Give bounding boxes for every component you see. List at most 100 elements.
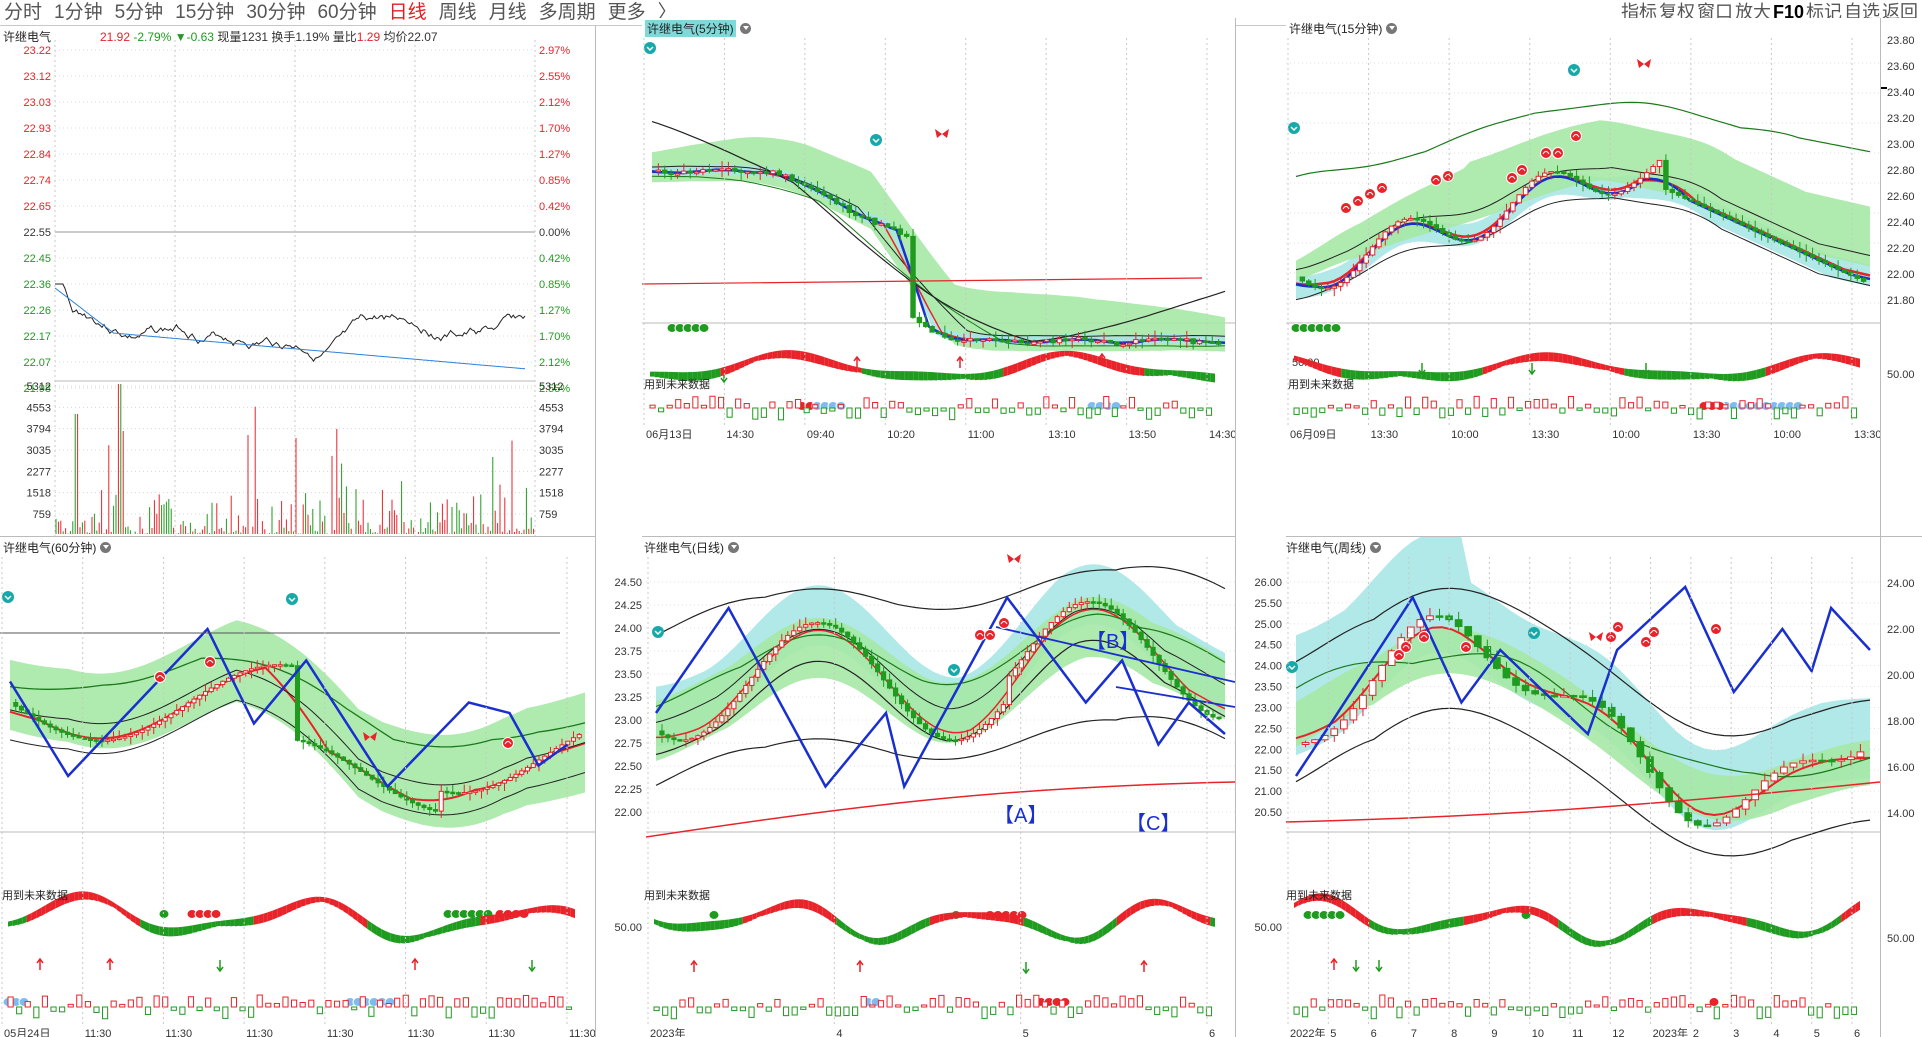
- vol-tick-r: 1518: [539, 488, 563, 500]
- kline-body: [732, 168, 738, 172]
- tab-0[interactable]: 分时: [4, 2, 43, 23]
- hist-bar: [700, 404, 707, 409]
- m15-panel[interactable]: 23.6023.4023.2023.0022.8022.6022.4022.20…: [1286, 18, 1880, 537]
- hist-bar: [713, 1003, 721, 1008]
- kline-body: [1048, 621, 1054, 630]
- osc-ribbon-seg: [1004, 913, 1010, 923]
- hist-bar: [1076, 1006, 1083, 1014]
- price-tick: 23.03: [23, 97, 51, 109]
- kline-body: [821, 190, 827, 196]
- kline-body: [1435, 615, 1444, 618]
- osc-ribbon-seg: [800, 351, 806, 361]
- kline-body: [695, 735, 701, 739]
- tab-2[interactable]: 5分钟: [114, 2, 164, 23]
- osc-ribbon-seg: [1116, 361, 1121, 373]
- kline-body: [1060, 611, 1066, 618]
- weekly-panel[interactable]: 26.00 25.50 25.00 24.50 24.00 23.50 23.00 22.50…: [1236, 537, 1880, 1037]
- osc-ribbon-seg: [1402, 928, 1408, 935]
- tab-8[interactable]: 月线: [488, 2, 527, 23]
- kline-body: [986, 338, 993, 341]
- tab-4[interactable]: 30分钟: [246, 2, 306, 23]
- m60-dropdown-icon[interactable]: [100, 542, 112, 553]
- tool-7[interactable]: 返回: [1882, 2, 1918, 22]
- osc-ribbon-seg: [1690, 371, 1695, 380]
- osc-ribbon-seg: [1449, 371, 1455, 382]
- osc-ribbon-seg: [1163, 369, 1168, 376]
- tab-11[interactable]: 〉: [657, 2, 677, 23]
- tab-10[interactable]: 更多: [607, 2, 646, 23]
- hist-bar: [786, 401, 793, 409]
- tool-4[interactable]: F10: [1772, 2, 1804, 22]
- kline-body: [151, 723, 157, 728]
- hist-bar: [1610, 1006, 1617, 1012]
- tab-3[interactable]: 15分钟: [175, 2, 235, 23]
- kline-body: [1752, 227, 1758, 232]
- tab-7[interactable]: 周线: [438, 2, 477, 23]
- x-label: 4: [836, 1028, 842, 1037]
- m60-chart: 05月24日 11:30 11:30 11:30 11:30 11:30 11:30 11:3…: [0, 557, 595, 1037]
- m15-dropdown-icon[interactable]: [1386, 23, 1398, 34]
- vol-tick-r: 5312: [539, 381, 563, 393]
- osc-ribbon-seg: [126, 910, 131, 921]
- tool-2[interactable]: 窗口: [1696, 2, 1733, 22]
- kline-body: [725, 168, 732, 171]
- osc-ribbon-seg: [1647, 370, 1653, 380]
- tool-6[interactable]: 自选: [1844, 2, 1880, 22]
- osc-ribbon-seg: [1595, 362, 1601, 370]
- osc-ribbon-seg: [532, 906, 538, 914]
- kline-body: [1050, 339, 1056, 344]
- kline-body: [1132, 624, 1138, 633]
- osc-ribbon-seg: [1638, 369, 1644, 379]
- osc-ribbon-seg: [1116, 913, 1122, 926]
- daily-dropdown-icon[interactable]: [728, 542, 739, 553]
- intraday-chart: 23.2223.1223.0322.9322.8422.7422.6522.55…: [23, 40, 570, 536]
- tab-9[interactable]: 多周期: [538, 2, 596, 23]
- osc-ribbon-seg: [541, 905, 547, 913]
- weekly-dropdown-icon[interactable]: [1370, 542, 1381, 553]
- osc-ribbon-seg: [1690, 908, 1695, 917]
- hist-bar: [743, 403, 750, 409]
- kline-body: [1156, 654, 1162, 664]
- tab-1[interactable]: 1分钟: [54, 2, 103, 23]
- x-label: 11:30: [569, 1028, 595, 1037]
- tool-5[interactable]: 标记: [1806, 2, 1842, 22]
- hist-bar: [1336, 999, 1343, 1008]
- x-label: 5: [1330, 1028, 1336, 1037]
- osc-ribbon-seg: [1487, 364, 1493, 373]
- osc-ribbon-seg: [1510, 906, 1516, 913]
- kline-body: [840, 203, 846, 206]
- hist-bar: [1645, 1006, 1652, 1013]
- intraday-panel[interactable]: 23.22 23.12 23.03 22.93 22.84 22.74 22.65 22.55…: [0, 26, 596, 537]
- signal-coin-mark: [1366, 192, 1374, 196]
- signal-coin: [1648, 626, 1660, 638]
- osc-ribbon-seg: [1534, 352, 1540, 362]
- hist-bar: [860, 995, 867, 1008]
- kline-body: [1126, 618, 1132, 626]
- kline-body: [312, 743, 318, 747]
- hist-bar: [1516, 1006, 1523, 1011]
- daily-panel[interactable]: 24.50 24.25 24.00 23.75 23.50 23.25 23.00 22.75…: [596, 537, 1236, 1037]
- tab-6[interactable]: 日线: [388, 2, 427, 23]
- kline-body: [1150, 646, 1156, 656]
- osc-ribbon-seg: [847, 364, 853, 373]
- osc-ribbon-seg: [1742, 371, 1747, 382]
- vol-tick-r: 3035: [539, 445, 563, 457]
- tool-0[interactable]: 指标: [1620, 2, 1657, 22]
- tab-5[interactable]: 60分钟: [317, 2, 377, 23]
- osc-ribbon-seg: [1548, 352, 1554, 362]
- right-tick: 16.00: [1887, 762, 1915, 774]
- m5-dropdown-icon[interactable]: [739, 23, 751, 34]
- kline-body: [1044, 339, 1050, 343]
- tool-1[interactable]: 复权: [1658, 2, 1695, 22]
- kline-body: [881, 671, 887, 681]
- m60-panel[interactable]: 05月24日 11:30 11:30 11:30 11:30 11:30 11:30 11:3…: [0, 537, 596, 1037]
- up-arrow-icon-head: [106, 957, 114, 964]
- hist-bar: [829, 407, 836, 412]
- ma-band: [1296, 628, 1870, 821]
- m5-panel[interactable]: 06月13日 14:30 09:40 10:20 11:00 13:10 13:50 14:3…: [642, 18, 1236, 537]
- osc-ribbon-seg: [409, 935, 415, 943]
- tool-3[interactable]: 放大: [1734, 2, 1771, 22]
- kline-body: [1368, 680, 1377, 696]
- kline-body: [1797, 248, 1803, 253]
- hist-bar: [854, 407, 862, 419]
